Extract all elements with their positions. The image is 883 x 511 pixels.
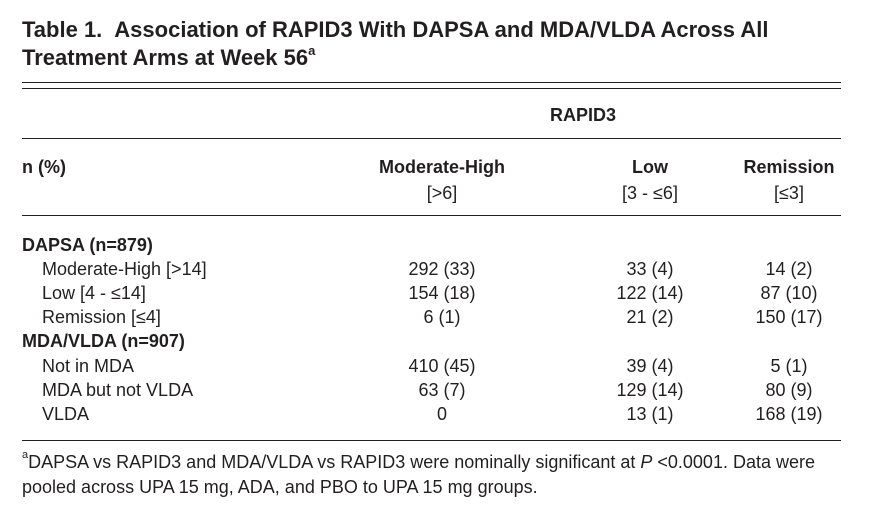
table-cell: 39 (4) <box>626 356 674 376</box>
top-rule-2 <box>22 88 841 89</box>
row-label: MDA but not VLDA <box>42 380 194 400</box>
header-bottom-rule <box>22 215 841 216</box>
table-cell: 14 (2) <box>765 259 813 279</box>
footnote-marker: a <box>22 449 29 461</box>
rapid3-group-header: RAPID3 <box>549 105 616 125</box>
table-footnote: aDAPSA vs RAPID3 and MDA/VLDA vs RAPID3 … <box>22 450 852 500</box>
column-range-moderate-high: [>6] <box>426 183 458 203</box>
table-number: Table 1. <box>22 17 103 42</box>
section-label-mda-vlda: MDA/VLDA (n=907) <box>22 331 185 351</box>
table-cell: 5 (1) <box>770 356 808 376</box>
column-range-low: [3 - ≤6] <box>622 183 678 203</box>
column-range-remission: [≤3] <box>774 183 804 203</box>
table-title-text: Association of RAPID3 With DAPSA and MDA… <box>22 17 769 70</box>
table-cell: 80 (9) <box>765 380 813 400</box>
row-label: Not in MDA <box>42 356 135 376</box>
table-bottom-rule <box>22 440 841 441</box>
column-header-remission: Remission <box>743 157 835 177</box>
top-rule-1 <box>22 82 841 83</box>
table-cell: 122 (14) <box>616 283 684 303</box>
table-cell: 168 (19) <box>755 404 823 424</box>
footnote-p-symbol: P <box>640 452 653 472</box>
table-cell: 292 (33) <box>408 259 476 279</box>
section-label-dapsa: DAPSA (n=879) <box>22 235 153 255</box>
table-cell: 63 (7) <box>418 380 466 400</box>
row-header-n-percent: n (%) <box>22 157 66 177</box>
table-title: Table 1. Association of RAPID3 With DAPSA… <box>22 16 862 72</box>
table-cell: 410 (45) <box>408 356 476 376</box>
table-cell: 87 (10) <box>760 283 818 303</box>
table-cell: 150 (17) <box>755 307 823 327</box>
column-header-moderate-high: Moderate-High <box>379 157 505 177</box>
table-cell: 129 (14) <box>616 380 684 400</box>
table-cell: 33 (4) <box>626 259 674 279</box>
row-label: Low [4 - ≤14] <box>42 283 146 303</box>
row-label: VLDA <box>42 404 90 424</box>
table-cell: 154 (18) <box>408 283 476 303</box>
title-footnote-marker: a <box>308 42 316 58</box>
group-header-rule <box>22 138 841 139</box>
footnote-text-after: <0.0001. Data were pooled across UPA 15 … <box>22 452 815 497</box>
table-cell: 21 (2) <box>626 307 674 327</box>
column-header-low: Low <box>632 157 668 177</box>
table-cell: 6 (1) <box>423 307 461 327</box>
row-label: Remission [≤4] <box>42 307 161 327</box>
row-label: Moderate-High [>14] <box>42 259 207 279</box>
table-cell: 0 <box>436 404 447 424</box>
footnote-text-before: DAPSA vs RAPID3 and MDA/VLDA vs RAPID3 w… <box>28 452 641 472</box>
table-cell: 13 (1) <box>626 404 674 424</box>
